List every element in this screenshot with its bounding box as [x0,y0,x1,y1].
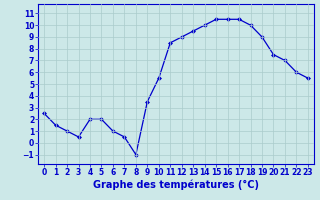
X-axis label: Graphe des températures (°C): Graphe des températures (°C) [93,180,259,190]
